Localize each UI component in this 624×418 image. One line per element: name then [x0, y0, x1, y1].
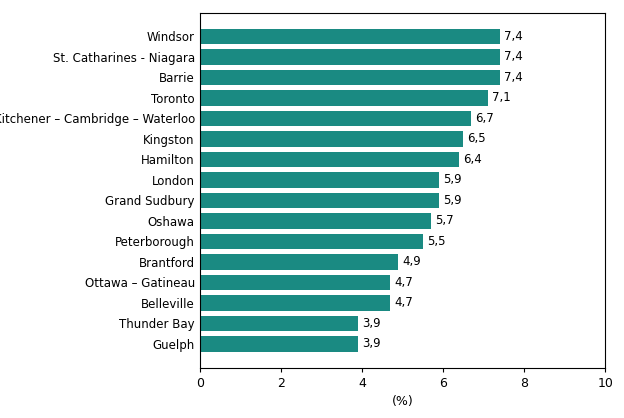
Bar — [200, 111, 472, 126]
Bar — [200, 213, 431, 229]
Text: 7,4: 7,4 — [504, 71, 523, 84]
Bar — [200, 336, 358, 352]
Text: 6,5: 6,5 — [467, 133, 486, 145]
Text: 5,9: 5,9 — [443, 194, 462, 207]
Text: 6,4: 6,4 — [463, 153, 482, 166]
Text: 5,9: 5,9 — [443, 173, 462, 186]
Text: 4,9: 4,9 — [402, 255, 421, 268]
Bar — [200, 131, 463, 147]
Bar — [200, 295, 391, 311]
Bar — [200, 152, 459, 167]
Text: 7,1: 7,1 — [492, 92, 510, 104]
Bar — [200, 275, 391, 290]
Text: 5,7: 5,7 — [435, 214, 454, 227]
Bar — [200, 90, 488, 106]
Text: 3,9: 3,9 — [362, 337, 381, 351]
Bar — [200, 193, 439, 208]
Bar — [200, 49, 500, 64]
Text: 6,7: 6,7 — [475, 112, 494, 125]
Bar — [200, 29, 500, 44]
Bar — [200, 172, 439, 188]
X-axis label: (%): (%) — [392, 395, 413, 408]
Text: 4,7: 4,7 — [394, 276, 413, 289]
Bar — [200, 254, 399, 270]
Text: 7,4: 7,4 — [504, 51, 523, 64]
Bar — [200, 234, 423, 249]
Text: 4,7: 4,7 — [394, 296, 413, 309]
Text: 5,5: 5,5 — [427, 235, 446, 248]
Bar — [200, 70, 500, 85]
Text: 7,4: 7,4 — [504, 30, 523, 43]
Text: 3,9: 3,9 — [362, 317, 381, 330]
Bar — [200, 316, 358, 331]
